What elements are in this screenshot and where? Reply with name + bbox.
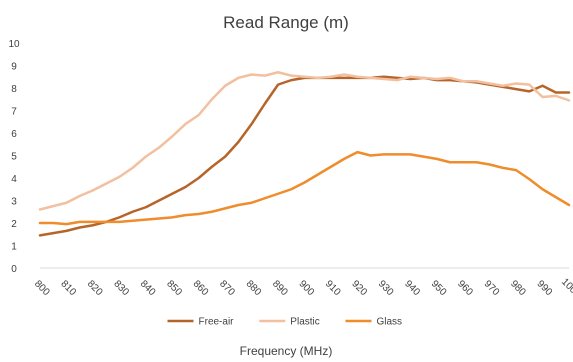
x-tick-label: 940 xyxy=(402,278,422,298)
y-axis: 0 1 2 3 4 5 6 7 8 9 10 xyxy=(8,39,20,275)
y-tick-label: 1 xyxy=(11,242,17,253)
x-tick-label: 920 xyxy=(349,278,369,298)
x-tick-label: 880 xyxy=(244,278,264,298)
x-tick-label: 950 xyxy=(429,278,449,298)
x-tick-label: 810 xyxy=(58,278,78,298)
x-tick-label: 860 xyxy=(191,278,211,298)
x-tick-label: 890 xyxy=(270,278,290,298)
legend-label-glass: Glass xyxy=(377,317,403,328)
y-tick-label: 3 xyxy=(11,197,17,208)
x-tick-label: 870 xyxy=(217,278,237,298)
y-tick-label: 4 xyxy=(11,174,17,185)
y-tick-label: 0 xyxy=(11,264,17,275)
series-line-glass xyxy=(38,150,571,226)
x-tick-label: 910 xyxy=(323,278,343,298)
x-tick-label: 960 xyxy=(455,278,475,298)
x-axis-label: Frequency (MHz) xyxy=(240,344,333,358)
legend-label-free-air: Free-air xyxy=(199,317,235,328)
x-tick-label: 900 xyxy=(296,278,316,298)
y-tick-label: 7 xyxy=(11,107,17,118)
x-tick-label: 840 xyxy=(138,278,158,298)
y-tick-label: 6 xyxy=(11,129,17,140)
x-tick-label: 830 xyxy=(111,278,131,298)
x-tick-label: 970 xyxy=(482,278,502,298)
y-tick-label: 2 xyxy=(11,219,17,230)
series-line-plastic xyxy=(38,71,571,211)
x-tick-label: 1000 xyxy=(559,276,573,300)
y-tick-label: 10 xyxy=(8,39,20,50)
series-lines xyxy=(38,71,571,237)
x-tick-label: 930 xyxy=(376,278,396,298)
y-tick-label: 9 xyxy=(11,62,17,73)
x-tick-label: 990 xyxy=(535,278,555,298)
x-tick-label: 850 xyxy=(164,278,184,298)
x-axis: 800 810 820 830 840 850 860 870 880 890 900 910 920 9… xyxy=(32,276,573,300)
chart-title: Read Range (m) xyxy=(223,13,349,32)
series-line-free-air xyxy=(38,75,571,237)
y-tick-label: 8 xyxy=(11,84,17,95)
x-tick-label: 820 xyxy=(85,278,105,298)
x-tick-label: 980 xyxy=(508,278,528,298)
legend: Free-air Plastic Glass xyxy=(167,317,403,328)
x-tick-label: 800 xyxy=(32,278,52,298)
y-tick-label: 5 xyxy=(11,152,17,163)
legend-label-plastic: Plastic xyxy=(290,317,319,328)
